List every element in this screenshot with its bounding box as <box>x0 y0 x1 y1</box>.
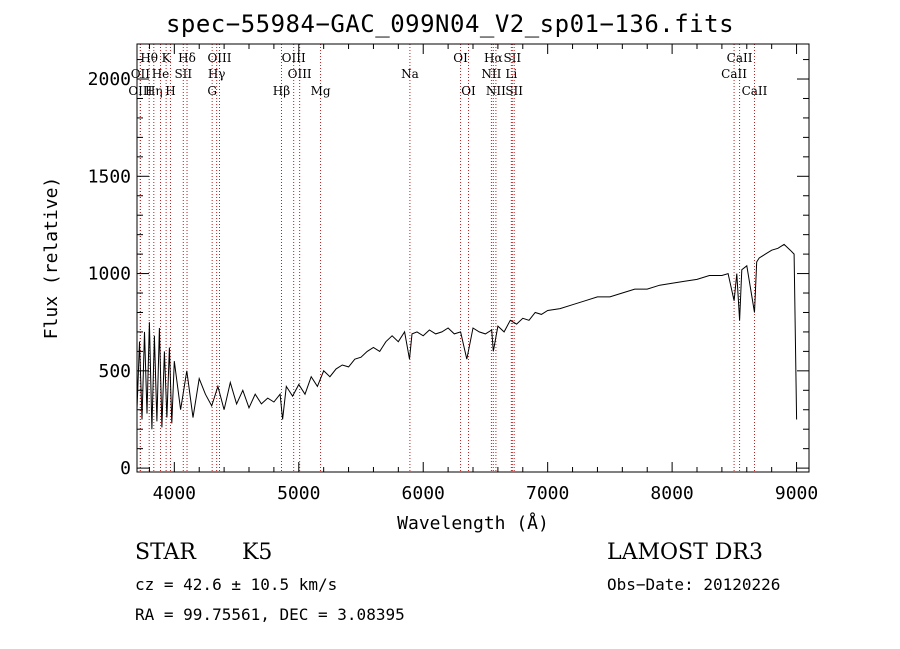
line-label-24: SII <box>505 84 523 98</box>
line-label-5: He <box>152 67 170 81</box>
plot-frame <box>136 43 810 473</box>
y-tick-label-4: 2000 <box>88 69 131 90</box>
y-axis-label: Flux (relative) <box>41 177 62 340</box>
y-tick-label-1: 500 <box>98 361 131 382</box>
line-label-9: OIII <box>207 51 231 65</box>
line-label-18: OI <box>461 84 476 98</box>
line-label-0: Hθ <box>140 51 158 65</box>
line-label-11: G <box>207 84 217 98</box>
x-tick-label-5: 9000 <box>775 483 818 504</box>
x-tick-label-1: 5000 <box>277 483 320 504</box>
line-label-12: OIII <box>282 51 306 65</box>
object-subclass: K5 <box>242 540 273 565</box>
y-tick-label-2: 1000 <box>88 264 131 285</box>
line-label-25: CaII <box>727 51 753 65</box>
x-tick-label-2: 6000 <box>402 483 445 504</box>
line-label-10: Hγ <box>208 67 226 81</box>
coordinates: RA = 99.75561, DEC = 3.08395 <box>135 605 405 624</box>
line-label-27: CaII <box>742 84 768 98</box>
line-label-22: Li <box>505 67 517 81</box>
object-class: STAR <box>135 540 196 565</box>
x-tick-label-4: 8000 <box>650 483 693 504</box>
line-label-3: Hη <box>145 84 163 98</box>
x-axis-label: Wavelength (Å) <box>397 512 549 534</box>
y-tick-label-0: 0 <box>120 458 131 479</box>
x-tick-label-0: 4000 <box>153 483 196 504</box>
line-label-4: K <box>162 51 172 65</box>
line-label-14: Hβ <box>273 84 290 98</box>
line-label-15: Mg <box>311 84 331 98</box>
line-label-17: OI <box>453 51 468 65</box>
line-label-7: SII <box>174 67 192 81</box>
line-label-8: Hδ <box>178 51 196 65</box>
spectrum-line <box>136 243 798 430</box>
survey-name: LAMOST DR3 <box>607 540 763 565</box>
line-label-6: H <box>165 84 175 98</box>
line-label-2: OIII <box>128 84 152 98</box>
line-label-26: CaII <box>721 67 747 81</box>
line-label-21: NII <box>481 67 501 81</box>
line-label-13: OIII <box>288 67 312 81</box>
redshift-text: cz = 42.6 ± 10.5 km/s <box>135 575 338 594</box>
line-label-19: Hα <box>484 51 503 65</box>
obs-date: Obs−Date: 20120226 <box>607 575 781 594</box>
line-label-23: NII <box>486 84 506 98</box>
y-tick-label-3: 1500 <box>88 166 131 187</box>
line-label-16: Na <box>401 67 419 81</box>
x-tick-label-3: 7000 <box>526 483 569 504</box>
line-label-20: SII <box>503 51 521 65</box>
chart-title: spec−55984−GAC_099N04_V2_sp01−136.fits <box>165 10 735 38</box>
